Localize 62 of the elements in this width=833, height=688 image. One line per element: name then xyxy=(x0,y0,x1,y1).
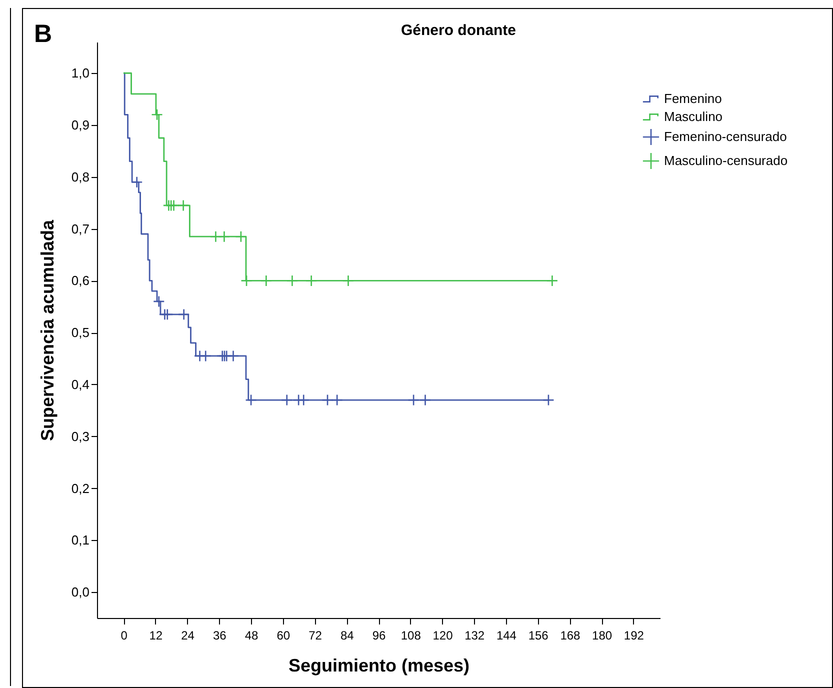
text: B xyxy=(34,20,52,49)
point xyxy=(200,350,212,362)
x-axis-title: Seguimiento (meses) xyxy=(288,656,470,676)
y-tick-label: 0,0 xyxy=(71,584,90,600)
legend-label: Femenino-censurado xyxy=(664,129,787,144)
y-tick-label: 0,3 xyxy=(71,428,90,444)
x-tick-label: 0 xyxy=(120,628,128,642)
point xyxy=(331,394,343,406)
point xyxy=(305,274,318,287)
point xyxy=(151,108,163,121)
y-tick-label: 0,6 xyxy=(71,273,90,288)
x-tick-label: 36 xyxy=(212,628,227,642)
x-tick-label: 24 xyxy=(181,628,195,642)
point xyxy=(260,274,272,287)
point xyxy=(286,274,298,287)
x-tick-label: 144 xyxy=(496,628,517,642)
x-tick-label: 120 xyxy=(432,628,454,642)
point xyxy=(298,394,310,406)
y-axis-title: Supervivencia acumulada xyxy=(37,218,58,442)
x-tick-label: 108 xyxy=(400,628,422,642)
y-tick-label: 0,5 xyxy=(71,325,90,340)
x-tick-label: 180 xyxy=(592,628,612,642)
x-tick-label: 132 xyxy=(464,628,485,642)
point xyxy=(130,176,143,188)
point xyxy=(419,394,432,406)
point xyxy=(280,394,293,406)
point xyxy=(168,200,180,212)
point xyxy=(408,394,420,406)
x-tick-label: 84 xyxy=(340,628,354,642)
point xyxy=(178,308,190,320)
point xyxy=(218,230,230,242)
x-tick-label: 168 xyxy=(560,628,581,642)
point xyxy=(245,394,257,406)
x-tick-label: 12 xyxy=(149,628,163,642)
point xyxy=(342,274,354,287)
legend-label: Masculino-censurado xyxy=(664,153,788,168)
x-tick-label: 156 xyxy=(528,628,549,642)
y-tick-label: 0,8 xyxy=(71,169,90,184)
point xyxy=(210,230,222,242)
point xyxy=(546,274,558,287)
legend-label: Masculino xyxy=(664,109,723,124)
x-tick-label: 48 xyxy=(244,628,259,642)
y-tick-label: 0,9 xyxy=(71,118,90,133)
legend-label: Femenino xyxy=(664,91,722,106)
point xyxy=(161,308,174,320)
x-tick-label: 192 xyxy=(624,628,644,642)
y-tick-label: 1,0 xyxy=(71,66,90,81)
point xyxy=(235,230,247,242)
point xyxy=(152,296,165,308)
y-tick-label: 0,2 xyxy=(71,480,90,496)
point xyxy=(322,394,334,406)
point xyxy=(542,394,554,406)
y-tick-label: 0,7 xyxy=(71,221,90,236)
y-tick-label: 0,4 xyxy=(71,376,90,392)
x-tick-label: 72 xyxy=(308,628,322,642)
point xyxy=(240,274,252,287)
chart-title: Género donante xyxy=(400,22,516,39)
point xyxy=(227,350,240,362)
x-tick-label: 96 xyxy=(372,628,386,642)
x-tick-label: 60 xyxy=(276,628,290,642)
y-tick-label: 0,1 xyxy=(71,532,90,548)
point xyxy=(177,200,190,212)
